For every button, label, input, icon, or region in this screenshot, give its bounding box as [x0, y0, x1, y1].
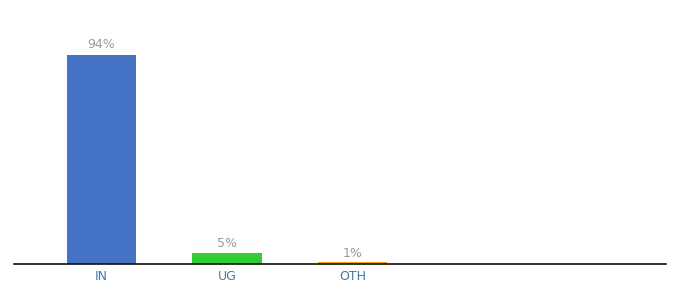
Bar	[192, 253, 262, 264]
Bar	[67, 55, 136, 264]
Text: 1%: 1%	[343, 247, 362, 260]
Text: 94%: 94%	[88, 38, 116, 51]
Text: 5%: 5%	[217, 236, 237, 250]
Bar	[318, 262, 387, 264]
